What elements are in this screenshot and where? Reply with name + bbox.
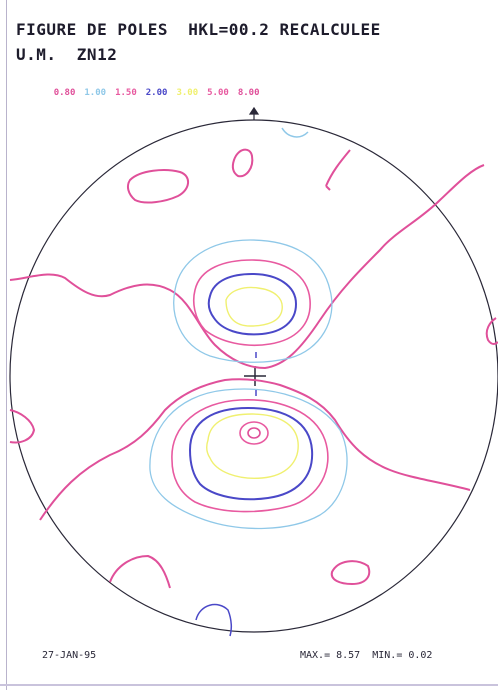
contour-level-0.80-blob-bottom-right	[330, 560, 371, 586]
contour-level-3.00-upper	[225, 286, 283, 327]
contour-level-0.80-blob-right	[485, 317, 498, 345]
contour-level-0.80-blob-left	[9, 409, 36, 444]
legend-level-1: 0.80	[53, 88, 76, 98]
contour-level-2.00-lower	[188, 406, 314, 501]
max-min-values: MAX.= 8.57 MIN.= 0.02	[300, 650, 433, 661]
contour-level-2.00-upper	[207, 272, 298, 336]
contour-level-1.00-upper	[173, 239, 333, 363]
legend-level-3: 1.50	[115, 88, 137, 98]
left-margin-rule	[6, 0, 7, 690]
contour-level-0.80-band-lower	[39, 378, 471, 521]
legend-level-7: 8.00	[237, 88, 260, 98]
contour-level-0.80-blob-top-right	[325, 149, 351, 191]
contour-level-1.50-lower	[171, 399, 329, 513]
legend-level-4: 2.00	[145, 88, 168, 98]
figure-title: FIGURE DE POLES HKL=00.2 RECALCULEE	[16, 20, 381, 39]
contour-level-0.80-blob-top	[231, 148, 254, 178]
bottom-margin-rule	[0, 684, 498, 686]
run-date: 27-JAN-95	[42, 650, 97, 661]
contour-level-1.00-blob-top	[281, 127, 309, 138]
contour-level-0.80-blob-top-left	[126, 169, 189, 204]
legend-level-5: 3.00	[176, 88, 199, 98]
contour-level-legend: 0.80 1.00 1.50 2.00 3.00 5.00 8.00	[32, 78, 269, 108]
legend-level-6: 5.00	[207, 88, 229, 98]
legend-level-2: 1.00	[84, 88, 107, 98]
north-marker	[248, 106, 260, 120]
figure-subtitle: U.M. ZN12	[16, 45, 118, 64]
contour-level-1.50-upper	[192, 259, 311, 347]
contour-level-1.00-blob-bottom	[195, 603, 233, 637]
contour-level-0.80-band	[9, 164, 485, 370]
contour-level-1.00-lower	[149, 388, 348, 530]
contour-level-8.00-lower	[247, 427, 261, 439]
center-cross	[244, 366, 266, 386]
contour-level-5.00-lower	[239, 421, 269, 445]
contour-level-0.80-blob-bottom-left	[109, 554, 171, 589]
contour-level-3.00-lower	[205, 413, 299, 479]
